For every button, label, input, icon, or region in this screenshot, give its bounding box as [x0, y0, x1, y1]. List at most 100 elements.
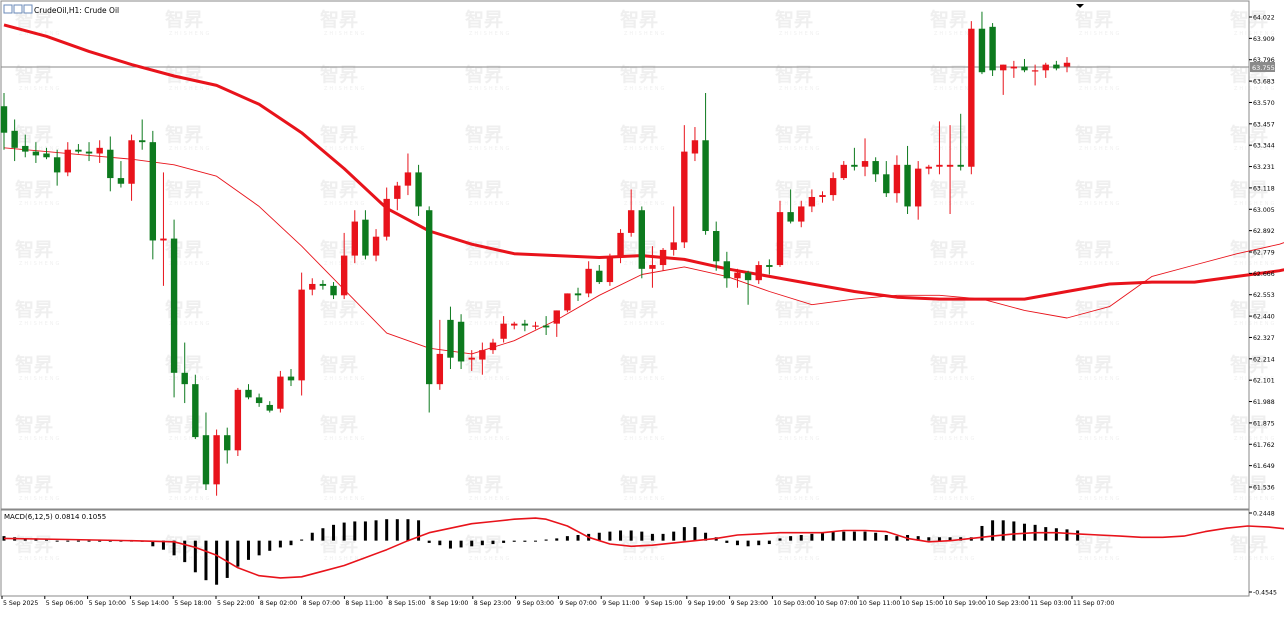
watermark-subtext: ZHISHENG: [779, 31, 821, 37]
macd-bar: [311, 533, 314, 541]
macd-bar: [300, 540, 303, 541]
watermark-text: 智昇: [930, 413, 968, 436]
watermark-subtext: ZHISHENG: [469, 201, 511, 207]
candle-body: [724, 261, 730, 278]
time-tick-label: 5 Sep 2025: [3, 600, 38, 607]
watermark-subtext: ZHISHENG: [624, 376, 666, 382]
candle-body: [639, 210, 645, 269]
macd-bar: [864, 532, 867, 541]
watermark-subtext: ZHISHENG: [469, 436, 511, 442]
watermark-text: 智昇: [320, 123, 358, 146]
candle-body: [756, 265, 762, 280]
watermark-subtext: ZHISHENG: [624, 321, 666, 327]
watermark-text: 智昇: [15, 63, 53, 86]
watermark-subtext: ZHISHENG: [19, 201, 61, 207]
price-tick-label: 62.779: [1253, 250, 1275, 257]
candle-body: [904, 165, 910, 207]
macd-bar: [279, 541, 282, 548]
candle-body: [298, 290, 304, 381]
watermark-subtext: ZHISHENG: [324, 146, 366, 152]
watermark-text: 智昇: [620, 298, 658, 321]
candle-body: [437, 354, 443, 384]
watermark-text: 智昇: [620, 178, 658, 201]
macd-bar: [736, 541, 739, 546]
macd-bar: [1066, 529, 1069, 540]
candle: [192, 375, 198, 439]
watermark-text: 智昇: [1075, 413, 1113, 436]
watermark-subtext: ZHISHENG: [1079, 146, 1121, 152]
watermark-text: 智昇: [165, 123, 203, 146]
candle-body: [798, 206, 804, 221]
macd-bar: [396, 519, 399, 540]
macd-bar: [491, 541, 494, 544]
candle-body: [341, 256, 347, 296]
watermark-subtext: ZHISHENG: [169, 376, 211, 382]
price-tick-label: 61.988: [1253, 399, 1275, 406]
time-tick-label: 5 Sep 22:00: [217, 600, 254, 607]
watermark-text: 智昇: [930, 473, 968, 496]
watermark-subtext: ZHISHENG: [779, 146, 821, 152]
macd-bar: [768, 541, 771, 544]
candle-body: [33, 152, 39, 156]
watermark-text: 智昇: [1075, 123, 1113, 146]
candle-body: [75, 150, 81, 152]
watermark-text: 智昇: [320, 298, 358, 321]
price-tag: 63.755: [1250, 62, 1275, 72]
watermark-text: 智昇: [15, 238, 53, 261]
candle-body: [224, 435, 230, 450]
watermark-subtext: ZHISHENG: [779, 321, 821, 327]
watermark-subtext: ZHISHENG: [1234, 86, 1276, 92]
candle-body: [447, 320, 453, 358]
macd-bar: [938, 537, 941, 540]
candle-body: [968, 29, 974, 167]
watermark-text: 智昇: [165, 178, 203, 201]
watermark-text: 智昇: [320, 353, 358, 376]
watermark-subtext: ZHISHENG: [1079, 496, 1121, 502]
watermark-subtext: ZHISHENG: [1079, 31, 1121, 37]
price-tick-label: 62.327: [1253, 335, 1275, 342]
candle-body: [862, 161, 868, 167]
macd-bar: [853, 532, 856, 541]
candle-body: [1000, 65, 1006, 71]
watermark-text: 智昇: [1075, 178, 1113, 201]
candle-body: [86, 152, 92, 154]
watermark-text: 智昇: [320, 8, 358, 31]
candle-body: [989, 27, 995, 70]
time-tick-label: 9 Sep 19:00: [688, 600, 725, 607]
watermark-text: 智昇: [775, 413, 813, 436]
time-tick-label: 9 Sep 07:00: [559, 600, 596, 607]
candle-body: [936, 165, 942, 167]
candle-body: [245, 390, 251, 398]
candle-body: [128, 140, 134, 183]
time-tick-label: 5 Sep 18:00: [174, 600, 211, 607]
candle-body: [107, 150, 113, 178]
price-tick-label: 64.022: [1253, 15, 1275, 22]
candle-body: [745, 273, 751, 281]
macd-bar: [980, 526, 983, 541]
time-tick-label: 8 Sep 19:00: [431, 600, 468, 607]
price-tick-label: 61.762: [1253, 442, 1275, 449]
watermark-subtext: ZHISHENG: [469, 146, 511, 152]
time-tick-label: 10 Sep 07:00: [816, 600, 857, 607]
watermark-subtext: ZHISHENG: [324, 436, 366, 442]
macd-bar: [290, 541, 293, 546]
watermark-subtext: ZHISHENG: [1079, 261, 1121, 267]
price-tick-label: 63.118: [1253, 185, 1275, 192]
candle-body: [532, 326, 538, 327]
candle-body: [96, 148, 102, 154]
candle-body: [352, 222, 358, 256]
price-tick-label: 63.570: [1253, 100, 1275, 107]
macd-bar: [236, 541, 239, 567]
candle-body: [11, 131, 17, 148]
watermark-text: 智昇: [1075, 63, 1113, 86]
watermark-subtext: ZHISHENG: [324, 86, 366, 92]
watermark-subtext: ZHISHENG: [934, 201, 976, 207]
candle-body: [585, 269, 591, 294]
candle-body: [490, 343, 496, 351]
macd-bar: [1012, 521, 1015, 540]
macd-bar: [353, 521, 356, 540]
watermark-text: 智昇: [1075, 353, 1113, 376]
watermark-subtext: ZHISHENG: [934, 496, 976, 502]
